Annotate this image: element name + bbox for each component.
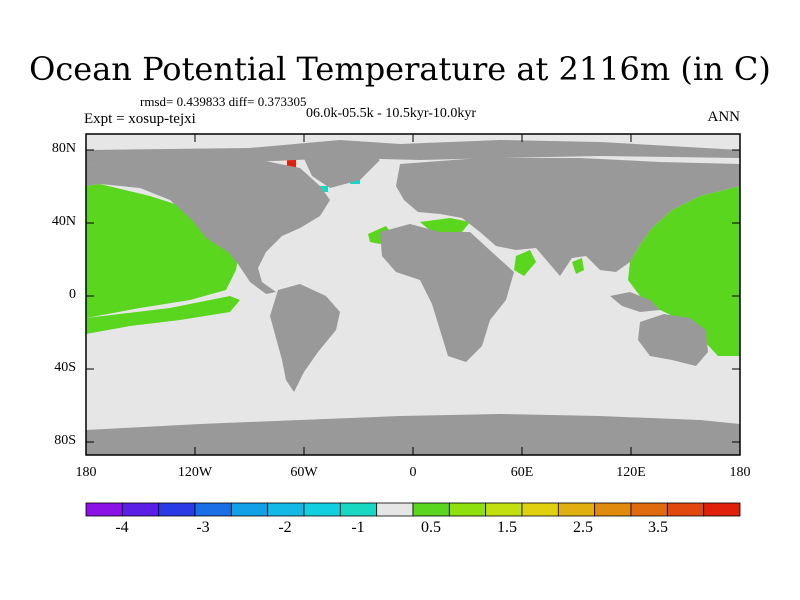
lon-label-120w: 120W <box>177 465 213 480</box>
colorbar-box <box>194 502 232 517</box>
land-australia <box>638 314 708 366</box>
warm-region-west-pacific <box>628 186 740 356</box>
colorbar-box <box>703 502 741 517</box>
colorbar-box <box>485 502 523 517</box>
land-africa <box>380 224 514 362</box>
land-eurasia <box>396 158 740 276</box>
colorbar-label: 2.5 <box>573 519 593 536</box>
land-north-america <box>86 160 330 294</box>
colorbar-box <box>158 502 196 517</box>
experiment-label: Expt = xosup-tejxi <box>84 111 196 127</box>
land-antarctica <box>86 414 740 455</box>
lon-label-180w: 180 <box>75 465 97 480</box>
land-greenland <box>300 148 380 188</box>
lat-label-80n: 80N <box>51 141 76 156</box>
map-title: Ocean Potential Temperature at 2116m (in… <box>29 50 771 88</box>
colorbar-label: -3 <box>196 519 210 536</box>
lon-label-60e: 60E <box>510 465 534 480</box>
lon-label-60w: 60W <box>290 465 318 480</box>
lon-label-120e: 120E <box>616 465 646 480</box>
warm-region-south-pacific-strip <box>86 296 240 334</box>
period-label: 06.0k-05.5k - 10.5kyr-10.0kyr <box>306 106 477 121</box>
colorbar-label: -2 <box>278 519 292 536</box>
lat-label-40s: 40S <box>54 360 76 375</box>
colorbar-box <box>121 502 160 517</box>
warm-region-mediterranean <box>420 218 470 232</box>
colorbar-label: -1 <box>351 519 365 536</box>
lon-ticks <box>194 134 632 455</box>
lat-label-0: 0 <box>69 287 76 302</box>
colorbar-label: 3.5 <box>648 519 668 536</box>
lon-label-180e: 180 <box>729 465 751 480</box>
land-se-asia-islands <box>610 292 660 312</box>
colorbar-label: -4 <box>115 519 129 536</box>
colorbar-box <box>303 502 341 517</box>
warm-region-bay-bengal <box>572 258 584 274</box>
colorbar-box <box>666 502 705 517</box>
warm-region-arabian-sea <box>514 250 536 276</box>
colorbar-box <box>594 502 632 517</box>
colorbar-box <box>448 502 487 517</box>
lat-label-80s: 80S <box>54 433 76 448</box>
colorbar-label: 1.5 <box>497 519 517 536</box>
colorbar-box <box>557 502 596 517</box>
colorbar-box <box>267 502 305 517</box>
colorbar-box <box>630 502 668 517</box>
colorbar-box <box>412 502 450 517</box>
land-arctic-band <box>86 140 740 164</box>
colorbar-box <box>376 502 414 517</box>
lon-label-0: 0 <box>409 465 417 480</box>
colorbar-box <box>85 502 123 517</box>
season-label: ANN <box>707 109 741 125</box>
land-south-america <box>270 284 340 392</box>
colorbar-box <box>339 502 378 517</box>
stats-text: rmsd= 0.439833 diff= 0.373305 <box>140 94 307 109</box>
colorbar-box <box>521 502 559 517</box>
hot-spot-baffin <box>287 160 296 168</box>
colorbar-label: 0.5 <box>421 519 441 536</box>
colorbar-box <box>230 502 269 517</box>
lat-label-40n: 40N <box>51 214 76 229</box>
lat-ticks <box>86 149 740 443</box>
